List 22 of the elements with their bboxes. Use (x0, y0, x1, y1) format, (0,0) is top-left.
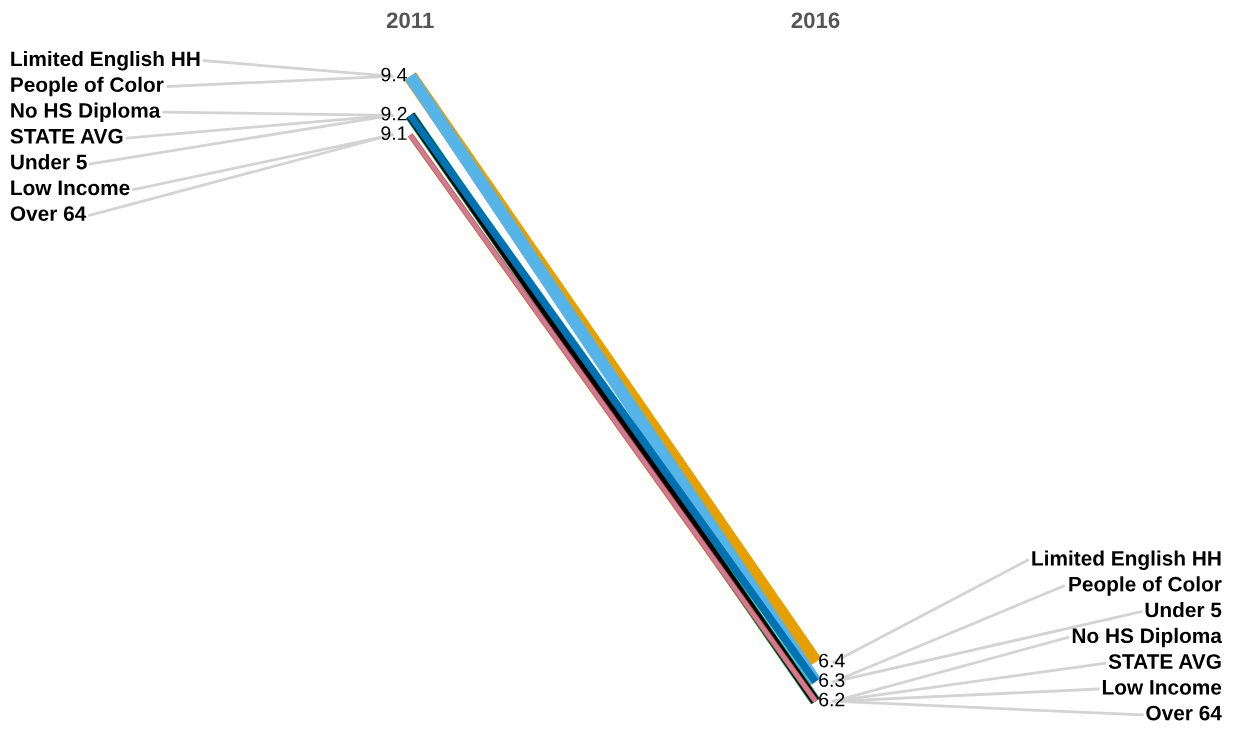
text: STATE AVG (1108, 654, 1221, 669)
text: People of Color (1069, 576, 1222, 596)
data-label: 9.4 (381, 67, 407, 82)
text: Under 5 (11, 154, 87, 170)
data-label: 9.1 (381, 126, 407, 141)
text: Low Income (11, 180, 130, 196)
x-tick-label: 2011 (386, 12, 434, 29)
data-label: 6.4 (819, 653, 845, 668)
text: No HS Diploma (1072, 627, 1223, 648)
text: Limited English HH (1032, 550, 1221, 570)
data-label: 6.2 (819, 692, 845, 707)
data-label: 6.3 (819, 673, 845, 687)
text: Limited English HH (11, 50, 200, 71)
text: People of Color (11, 76, 164, 97)
text: Over 64 (1146, 705, 1222, 721)
x-tick-label: 2016 (791, 12, 840, 29)
text: STATE AVG (10, 128, 123, 144)
text: Low Income (1102, 680, 1222, 695)
text: Over 64 (10, 206, 87, 221)
text: No HS Diploma (11, 102, 161, 122)
text: Under 5 (1145, 602, 1222, 618)
data-label: 9.2 (381, 106, 407, 121)
